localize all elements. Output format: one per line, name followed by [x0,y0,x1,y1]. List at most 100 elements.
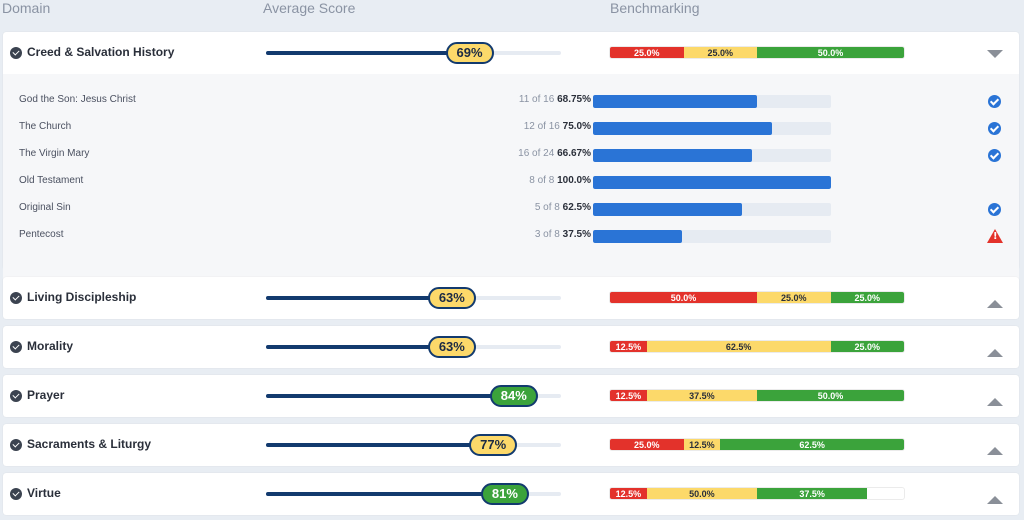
benchmark-segment-yellow: 25.0% [683,47,757,58]
average-score-badge: 77% [469,434,518,456]
benchmark-segment-red: 12.5% [610,390,647,401]
subdomain-percent: 66.67% [557,148,591,159]
caret-up-icon[interactable] [987,398,1003,406]
subdomain-name: God the Son: Jesus Christ [19,94,136,105]
domain-name: Morality [27,339,74,353]
domain-card-header[interactable]: Living Discipleship 63% 50.0% 25.0% 25.0% [3,277,1019,319]
average-score-track [266,345,561,349]
benchmark-segment-green: 50.0% [757,47,904,58]
check-circle-icon [10,390,22,402]
subdomain-count: 8 of 8 [529,175,555,186]
warning-icon [987,229,1003,243]
average-score-fill [266,296,452,300]
domain-name: Virtue [27,486,61,500]
subdomain-bar-track [593,176,831,189]
average-score-badge: 69% [445,42,494,64]
subdomain-bar-fill [593,95,757,108]
subdomain-list: God the Son: Jesus Christ 11 of 16 68.75%… [3,74,1019,301]
subdomain-bar-track [593,149,831,162]
subdomain-bar-fill [593,176,831,189]
subdomain-bar-track [593,122,831,135]
benchmark-segment-yellow: 37.5% [646,390,757,401]
domain-card-header[interactable]: Prayer 84% 12.5% 37.5% 50.0% [3,375,1019,417]
domain-card-header[interactable]: Creed & Salvation History 69% 25.0% 25.0% 50… [3,32,1019,74]
benchmark-bar: 12.5% 50.0% 37.5% [609,487,905,500]
benchmark-segment-red: 12.5% [610,341,647,352]
domain-name: Creed & Salvation History [27,45,175,59]
average-score-fill [266,443,494,447]
subdomain-bar-fill [593,122,772,135]
benchmark-segment-yellow: 50.0% [646,488,757,499]
check-badge-icon [988,122,1001,135]
benchmark-bar: 12.5% 37.5% 50.0% [609,389,905,402]
benchmark-bar: 25.0% 12.5% 62.5% [609,438,905,451]
benchmark-segment-yellow: 25.0% [757,292,831,303]
caret-up-icon[interactable] [987,300,1003,308]
average-score-badge: 81% [480,483,529,505]
average-score-badge: 63% [427,336,476,358]
domain-card: Creed & Salvation History 69% 25.0% 25.0% 50… [3,32,1019,301]
subdomain-name: Original Sin [19,202,71,213]
subdomain-count: 11 of 16 [518,94,555,105]
subdomain-bar-track [593,95,831,108]
domain-card-header[interactable]: Sacraments & Liturgy 77% 25.0% 12.5% 62.5% [3,424,1019,466]
average-score-track [266,51,561,55]
subdomain-name: Old Testament [19,175,84,186]
domain-card: Morality 63% 12.5% 62.5% 25.0% [3,326,1019,368]
benchmark-bar: 50.0% 25.0% 25.0% [609,291,905,304]
domain-card: Prayer 84% 12.5% 37.5% 50.0% [3,375,1019,417]
subdomain-percent: 62.5% [562,202,591,213]
subdomain-count: 16 of 24 [518,148,555,159]
subdomain-bar-track [593,203,831,216]
subdomain-score: 12 of 16 75.0% [524,121,591,132]
column-header-benchmarking: Benchmarking [610,0,700,16]
caret-up-icon[interactable] [987,447,1003,455]
benchmark-segment-red: 25.0% [610,439,684,450]
check-badge-icon [988,95,1001,108]
check-circle-icon [10,439,22,451]
benchmark-bar: 12.5% 62.5% 25.0% [609,340,905,353]
benchmark-segment-green: 62.5% [720,439,904,450]
domain-card: Virtue 81% 12.5% 50.0% 37.5% [3,473,1019,515]
average-score-fill [266,394,514,398]
check-badge-icon [988,203,1001,216]
benchmark-bar: 25.0% 25.0% 50.0% [609,46,905,59]
average-score-track [266,394,561,398]
subdomain-percent: 37.5% [562,229,591,240]
domain-card-header[interactable]: Virtue 81% 12.5% 50.0% 37.5% [3,473,1019,515]
check-badge-icon [988,149,1001,162]
average-score-fill [266,51,470,55]
average-score-track [266,492,561,496]
subdomain-score: 8 of 8 100.0% [529,175,591,186]
subdomain-percent: 75.0% [562,121,591,132]
subdomain-percent: 100.0% [557,175,591,186]
domain-card-header[interactable]: Morality 63% 12.5% 62.5% 25.0% [3,326,1019,368]
benchmark-segment-green: 50.0% [757,390,904,401]
subdomain-bar-track [593,230,831,243]
domain-name: Living Discipleship [27,290,137,304]
subdomain-bar-fill [593,203,742,216]
domain-card: Living Discipleship 63% 50.0% 25.0% 25.0% [3,277,1019,319]
caret-up-icon[interactable] [987,496,1003,504]
subdomain-bar-fill [593,149,752,162]
benchmark-segment-red: 12.5% [610,488,647,499]
average-score-track [266,296,561,300]
benchmark-segment-yellow: 12.5% [683,439,721,450]
benchmark-segment-yellow: 62.5% [646,341,831,352]
average-score-fill [266,492,505,496]
check-circle-icon [10,488,22,500]
check-circle-icon [10,47,22,59]
domain-name: Prayer [27,388,65,402]
domain-card: Sacraments & Liturgy 77% 25.0% 12.5% 62.5% [3,424,1019,466]
subdomain-name: The Virgin Mary [19,148,90,159]
subdomain-score: 5 of 8 62.5% [535,202,591,213]
benchmark-segment-green: 25.0% [830,292,904,303]
subdomain-count: 5 of 8 [534,202,560,213]
caret-down-icon[interactable] [987,50,1003,58]
caret-up-icon[interactable] [987,349,1003,357]
subdomain-count: 12 of 16 [523,121,560,132]
benchmark-segment-green: 37.5% [757,488,868,499]
average-score-badge: 63% [427,287,476,309]
benchmark-segment-red: 50.0% [610,292,757,303]
subdomain-percent: 68.75% [557,94,591,105]
